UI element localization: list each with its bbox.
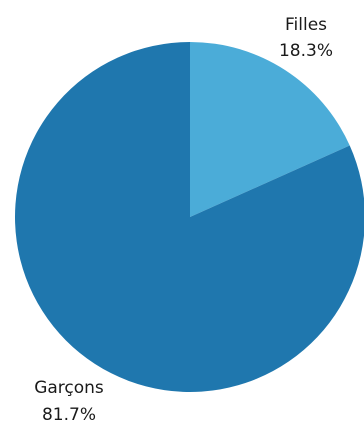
pie-slice-garcons	[15, 42, 364, 392]
slice-label-garcons: Garçons	[34, 378, 104, 398]
slice-value-garcons: 81.7%	[42, 405, 96, 423]
slice-label-filles: Filles	[285, 15, 327, 35]
pie-slice-filles	[190, 42, 350, 217]
pie-slices	[15, 42, 364, 392]
slice-value-filles: 18.3%	[279, 41, 333, 61]
pie-labels: Filles 18.3% Garçons 81.7%	[34, 15, 333, 423]
